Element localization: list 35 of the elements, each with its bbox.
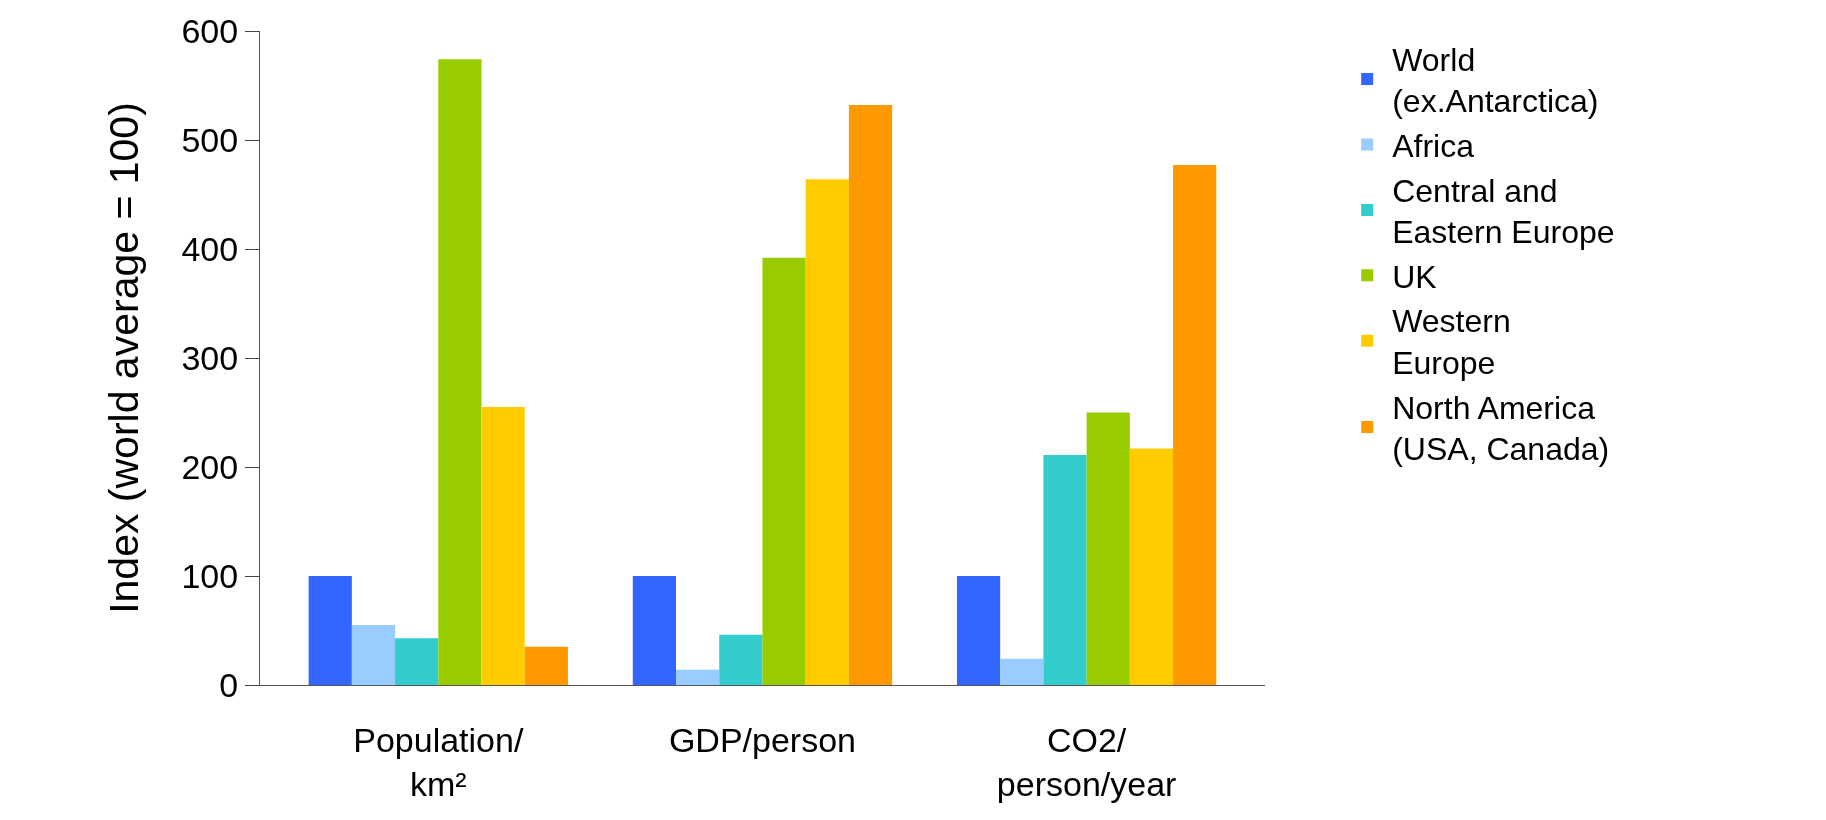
y-tick-label: 300 [181, 338, 239, 377]
bar [524, 646, 568, 685]
y-tick-label: 0 [219, 665, 239, 704]
x-tick-label: GDP/person [668, 720, 856, 759]
bar [481, 407, 525, 685]
y-tick-label: 400 [181, 229, 239, 268]
bar [395, 638, 439, 685]
bar [438, 59, 482, 685]
bar [719, 634, 763, 685]
legend-label: Central and Eastern Europe [1392, 172, 1615, 251]
legend-label: Western Europe [1392, 303, 1511, 381]
y-tick-label: 100 [181, 556, 239, 595]
x-tick-label: Population/ km² [353, 720, 524, 803]
bar [1086, 412, 1130, 685]
bar [308, 576, 352, 685]
bar [805, 179, 849, 685]
bar [956, 576, 1001, 685]
bar [848, 105, 893, 685]
bar [762, 257, 806, 685]
y-tick-label: 500 [181, 120, 239, 159]
bar [1173, 165, 1217, 685]
y-tick-label: 200 [181, 447, 239, 486]
legend-label: Africa [1392, 127, 1475, 164]
y-tick-label: 600 [181, 11, 239, 50]
bar [1000, 658, 1044, 685]
legend-label: North America (USA, Canada) [1392, 389, 1610, 468]
bar [632, 576, 677, 685]
x-tick-label: CO2/ person/year [996, 720, 1177, 803]
legend-label: UK [1392, 258, 1437, 295]
y-axis-title: Index (world average = 100) [100, 102, 147, 614]
bar [676, 669, 720, 685]
legend-label: World (ex.Antarctica) [1392, 41, 1599, 120]
bar [1129, 448, 1174, 685]
bar [351, 625, 396, 685]
bar [1043, 455, 1087, 685]
